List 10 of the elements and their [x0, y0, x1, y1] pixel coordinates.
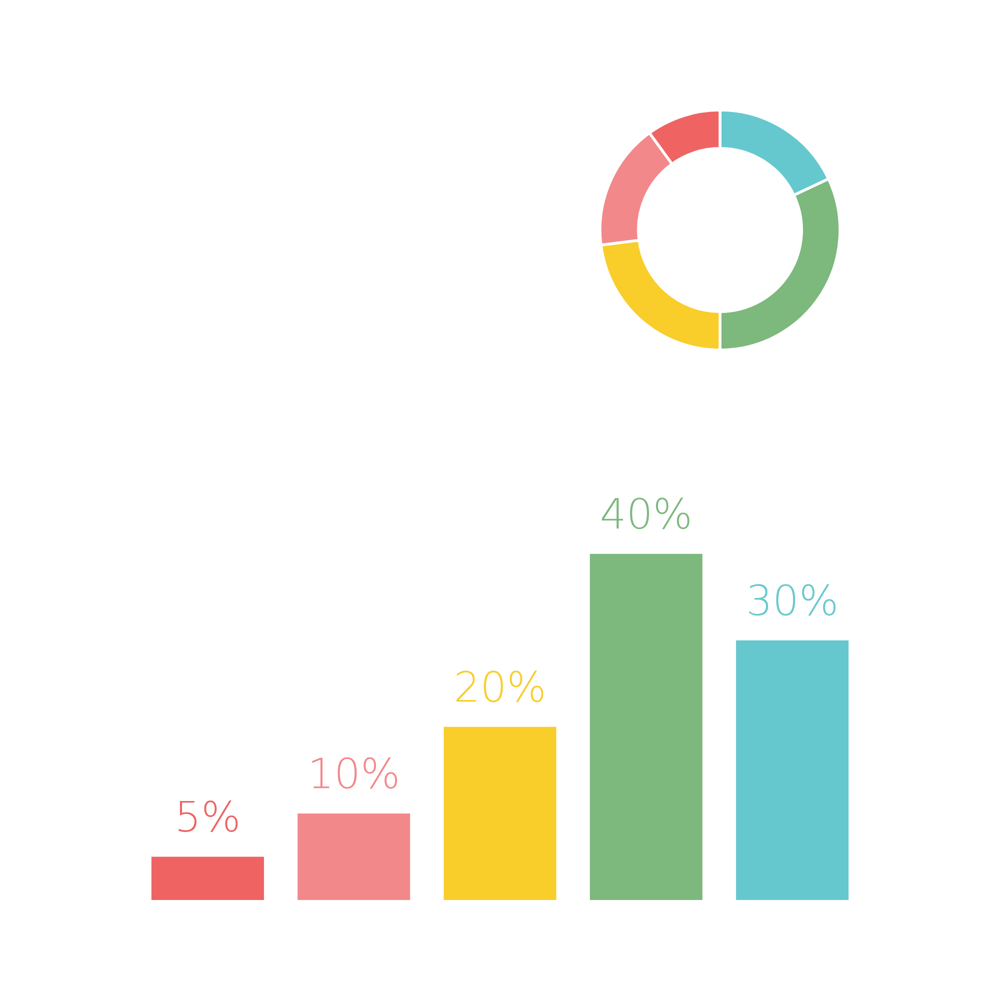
data-label: 20%: [456, 670, 544, 702]
bar: [298, 813, 410, 900]
bar: [736, 640, 849, 900]
bar: [444, 726, 556, 900]
data-label: 30%: [749, 584, 836, 616]
data-label: 40%: [602, 498, 690, 530]
bar: [151, 856, 264, 900]
data-label: 5%: [178, 800, 238, 832]
data-label: 10%: [312, 757, 398, 789]
bar: [590, 554, 702, 900]
